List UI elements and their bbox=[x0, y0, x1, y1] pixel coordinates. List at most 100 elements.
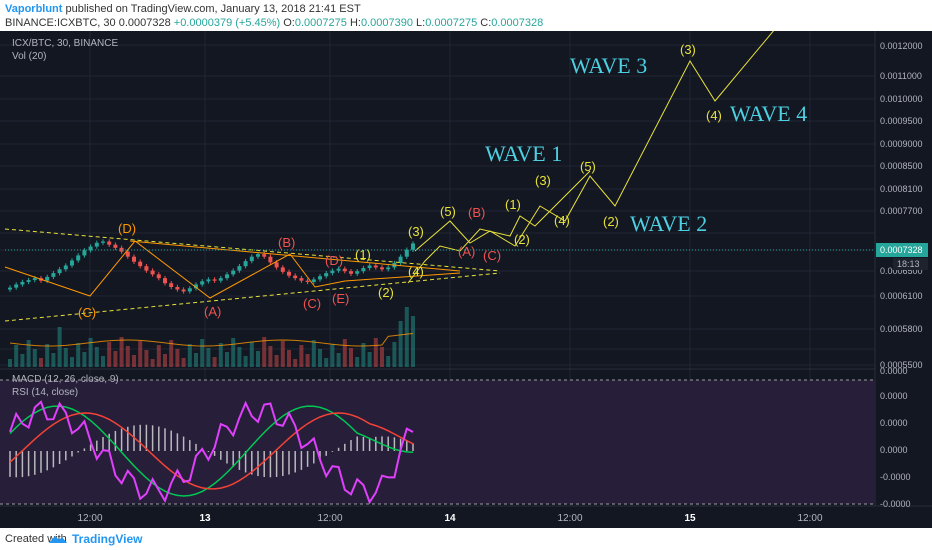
time-axis-label: 12:00 bbox=[797, 513, 822, 524]
candle-body bbox=[361, 268, 366, 272]
rsi-band bbox=[0, 380, 875, 504]
candle-body bbox=[231, 270, 236, 275]
candle-body bbox=[200, 281, 205, 285]
time-axis-label: 14 bbox=[444, 513, 456, 524]
candle-body bbox=[132, 256, 136, 262]
time-axis-label: 12:00 bbox=[557, 513, 582, 524]
candle-body bbox=[249, 256, 254, 262]
label-3-yellow: (3) bbox=[408, 224, 424, 239]
time-axis[interactable]: 12:00 13 12:00 14 12:00 15 12:00 bbox=[77, 513, 822, 524]
osc-axis-label: 0.0000 bbox=[880, 366, 908, 376]
volume-bar bbox=[293, 359, 298, 367]
osc-axis-label: -0.0000 bbox=[880, 499, 911, 509]
volume-bar bbox=[132, 355, 136, 367]
candle-body bbox=[237, 266, 242, 271]
legend-rsi: RSI (14, close) bbox=[12, 387, 78, 398]
label-c-red: (C) bbox=[303, 296, 321, 311]
triangle-upper-line bbox=[4, 228, 501, 272]
volume-bar bbox=[342, 339, 347, 367]
osc-axis-label: -0.0000 bbox=[880, 472, 911, 482]
price-axis-label: 0.0011000 bbox=[880, 71, 922, 81]
candle-body bbox=[318, 276, 322, 280]
volume-bar bbox=[373, 338, 378, 367]
time-axis-label: 13 bbox=[199, 513, 211, 524]
volume-bar bbox=[57, 327, 62, 367]
candle-body bbox=[411, 243, 415, 250]
published-text: published on TradingView.com, January 13… bbox=[65, 3, 361, 15]
candle-body bbox=[144, 266, 149, 271]
volume-bar bbox=[88, 338, 93, 367]
candle-body bbox=[373, 265, 378, 268]
label-d-red: (D) bbox=[325, 253, 343, 268]
candle-body bbox=[299, 278, 304, 281]
candle-body bbox=[398, 256, 403, 263]
candle-body bbox=[14, 284, 19, 288]
time-axis-label: 12:00 bbox=[77, 513, 102, 524]
chart-svg[interactable]: ICX/BTC, 30, BINANCE Vol (20) (D) (C) (A… bbox=[0, 28, 932, 528]
volume-bar bbox=[169, 340, 174, 367]
author-link[interactable]: Vaporblunt bbox=[5, 3, 63, 15]
price-axis[interactable]: 0.0012000 0.0011000 0.0010000 0.0009500 0.00… bbox=[880, 41, 923, 370]
footer: Created with TradingView bbox=[0, 528, 932, 550]
o-label: O: bbox=[283, 17, 295, 29]
candle-body bbox=[138, 261, 143, 267]
candle-body bbox=[293, 275, 298, 279]
label-4-yellow: (4) bbox=[408, 264, 424, 279]
label-a-red-2: (A) bbox=[458, 244, 475, 259]
candle-body bbox=[280, 267, 285, 272]
tradingview-logo-icon bbox=[49, 536, 67, 543]
volume-bar bbox=[45, 344, 50, 367]
volume-bar bbox=[212, 357, 217, 367]
volume-bar bbox=[380, 347, 384, 367]
osc-axis-label: 0.0000 bbox=[880, 391, 908, 401]
volume-bar bbox=[94, 347, 99, 367]
label-a-red: (A) bbox=[204, 304, 221, 319]
macd-histogram bbox=[9, 424, 414, 478]
candle-body bbox=[225, 274, 229, 279]
candle-body bbox=[88, 246, 93, 251]
candle-body bbox=[8, 287, 12, 290]
candle-body bbox=[169, 283, 174, 287]
candle-body bbox=[63, 265, 68, 270]
candle-body bbox=[268, 256, 273, 263]
volume-bar bbox=[404, 307, 409, 367]
volume-bar bbox=[262, 337, 267, 367]
wave-labels: WAVE 1 WAVE 2 WAVE 3 WAVE 4 bbox=[485, 53, 807, 236]
signal-line bbox=[9, 412, 414, 490]
volume-bar bbox=[386, 356, 391, 367]
candle-body bbox=[206, 279, 211, 282]
label-5-yellow-2: (5) bbox=[580, 159, 596, 174]
candle-body bbox=[194, 284, 198, 289]
label-b-red: (B) bbox=[278, 235, 295, 250]
chart-area[interactable]: ICX/BTC, 30, BINANCE Vol (20) (D) (C) (A… bbox=[0, 28, 932, 528]
volume-bar bbox=[330, 344, 335, 367]
price-value: 0.0007328 bbox=[118, 17, 171, 29]
volume-bar bbox=[194, 353, 198, 367]
abcde-orange-line bbox=[4, 240, 461, 299]
candle-body bbox=[76, 255, 81, 261]
time-axis-label: 15 bbox=[684, 513, 696, 524]
oscillator-axis[interactable]: 0.0000 0.0000 0.0000 0.0000 -0.0000 -0.0000 bbox=[880, 366, 911, 509]
candle-body bbox=[187, 288, 192, 292]
candle-body bbox=[336, 268, 341, 271]
volume-bar bbox=[26, 340, 31, 367]
grid-lines bbox=[0, 31, 875, 506]
candle-body bbox=[20, 281, 25, 285]
candle-body bbox=[212, 279, 217, 281]
label-5-yellow: (5) bbox=[440, 204, 456, 219]
label-1-yellow-2: (1) bbox=[505, 197, 521, 212]
tradingview-brand[interactable]: TradingView bbox=[72, 532, 143, 546]
price-axis-label: 0.0010000 bbox=[880, 94, 923, 104]
volume-bar bbox=[268, 346, 273, 367]
candle-body bbox=[386, 267, 391, 270]
candle-body bbox=[125, 251, 130, 257]
triangle-lines bbox=[4, 228, 501, 322]
wave-4-label: WAVE 4 bbox=[730, 101, 807, 126]
volume-bar bbox=[82, 352, 87, 367]
volume-bar bbox=[76, 343, 81, 367]
candle-body bbox=[57, 269, 62, 274]
triangle-lower-line bbox=[4, 272, 501, 322]
price-axis-label: 0.0009000 bbox=[880, 139, 923, 149]
label-3-projection: (3) bbox=[680, 42, 696, 57]
volume-bar bbox=[101, 356, 105, 367]
